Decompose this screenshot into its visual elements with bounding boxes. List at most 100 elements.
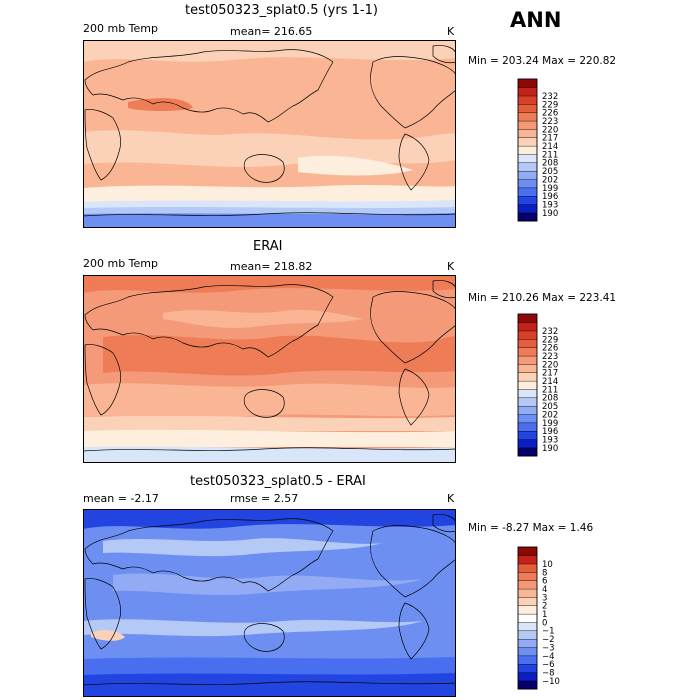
colorbar-swatch: [517, 347, 538, 357]
panel-3-coast-south-america: [398, 602, 430, 660]
colorbar-swatch: [517, 170, 538, 180]
panel-3-mean: mean = -2.17: [83, 492, 159, 505]
panel-1-pacific-cool: [298, 155, 413, 176]
colorbar-swatch: [517, 430, 538, 440]
panel-3-map: [83, 509, 456, 697]
panel-2-colorbar: 1901931961992022052082112142172202232262…: [517, 313, 558, 457]
panel-2-coast-greenland: [432, 280, 456, 299]
colorbar-swatch: [517, 555, 538, 565]
colorbar-tick-label: −8: [542, 668, 555, 678]
colorbar-tick-label: 6: [542, 577, 547, 587]
colorbar-frame: [517, 546, 538, 690]
colorbar-swatch: [517, 397, 538, 407]
panel-3-rmse: rmse = 2.57: [230, 492, 299, 505]
panel-3-colorbar-swatches: [517, 546, 538, 690]
colorbar-swatch: [517, 546, 538, 556]
colorbar-swatch: [517, 380, 538, 390]
panel-3-units: K: [447, 492, 455, 505]
colorbar-swatch: [517, 680, 538, 690]
colorbar-tick-label: 8: [542, 568, 547, 578]
colorbar-swatch: [517, 103, 538, 113]
colorbar-tick-label: −1: [542, 627, 555, 637]
colorbar-tick-label: 1: [542, 610, 547, 620]
panel-1-coast-antarctica: [83, 212, 456, 217]
colorbar-swatch: [517, 663, 538, 673]
panel-1-southern-pale: [83, 185, 456, 202]
panel-1-coast-africa: [84, 109, 121, 181]
colorbar-tick-label: 223: [542, 117, 558, 127]
panel-3-coast-north-america: [370, 525, 456, 598]
panel-3-coast-eurasia: [84, 518, 334, 592]
panel-2-arctic-warm: [83, 275, 456, 293]
colorbar-tick-label: 196: [542, 427, 558, 437]
panel-2-minmax: Min = 210.26 Max = 223.41: [468, 292, 617, 304]
panel-2-south-pale: [83, 383, 456, 419]
colorbar-swatch: [517, 87, 538, 97]
colorbar-swatch: [517, 162, 538, 172]
colorbar-tick-label: −10: [542, 677, 560, 687]
panel-3-arctic-cold: [83, 509, 456, 529]
colorbar-swatch: [517, 128, 538, 138]
colorbar-tick-label: 214: [542, 377, 558, 387]
colorbar-swatch: [517, 372, 538, 382]
colorbar-swatch: [517, 153, 538, 164]
panel-2-coast-eurasia: [84, 284, 334, 358]
colorbar-frame: [517, 78, 538, 222]
panel-3-south-atlantic-warm: [91, 630, 125, 641]
colorbar-tick-label: −2: [542, 635, 555, 645]
panel-2-units: K: [447, 260, 455, 273]
colorbar-tick-label: 217: [542, 134, 558, 144]
panel-2-southern-band-3: [83, 446, 456, 463]
colorbar-swatch: [517, 571, 538, 581]
colorbar-tick-label: 214: [542, 142, 558, 152]
panel-3-coast-australia: [243, 623, 285, 652]
colorbar-tick-label: 205: [542, 167, 558, 177]
colorbar-tick-label: 226: [542, 344, 558, 354]
colorbar-tick-label: 2: [542, 602, 547, 612]
colorbar-tick-label: 190: [542, 209, 558, 219]
panel-1-minmax: Min = 203.24 Max = 220.82: [468, 55, 617, 67]
colorbar-tick-label: 193: [542, 200, 558, 210]
colorbar-swatch: [517, 655, 538, 665]
panel-2-southern-band-1: [83, 415, 456, 431]
panel-3-tropical-pale: [113, 573, 423, 595]
colorbar-swatch: [517, 179, 538, 189]
panel-1-coast-north-america: [370, 56, 456, 129]
panel-1-southern-band-2: [83, 207, 456, 214]
panel-3-coast-antarctica: [83, 681, 456, 686]
colorbar-tick-label: 229: [542, 100, 558, 110]
colorbar-tick-label: 199: [542, 419, 558, 429]
panel-3-title: test050323_splat0.5 - ERAI: [190, 474, 366, 489]
colorbar-swatch: [517, 672, 538, 682]
panel-1-title: test050323_splat0.5 (yrs 1-1): [185, 3, 378, 18]
colorbar-tick-label: 211: [542, 385, 558, 395]
panel-1-coast-greenland: [432, 45, 456, 64]
colorbar-tick-label: −4: [542, 652, 555, 662]
panel-3-coastlines: [83, 514, 456, 686]
colorbar-tick-label: 202: [542, 410, 558, 420]
colorbar-swatch: [517, 137, 538, 147]
colorbar-swatch: [517, 112, 538, 122]
colorbar-swatch: [517, 447, 538, 457]
panel-1-tropical-pale: [83, 130, 456, 168]
colorbar-tick-label: 202: [542, 175, 558, 185]
colorbar-swatch: [517, 195, 538, 205]
colorbar-swatch: [517, 388, 538, 399]
colorbar-swatch: [517, 638, 538, 648]
colorbar-swatch: [517, 330, 538, 340]
colorbar-tick-label: 205: [542, 402, 558, 412]
colorbar-swatch: [517, 322, 538, 332]
colorbar-tick-label: 208: [542, 159, 558, 169]
panel-2-tropical-warm: [103, 335, 456, 376]
panel-2-coast-africa: [84, 344, 121, 416]
panel-3-coast-greenland: [432, 514, 456, 533]
colorbar-tick-label: 0: [542, 618, 547, 628]
panel-2-field-label: 200 mb Temp: [83, 257, 159, 270]
panel-2-colorbar-swatches: [517, 313, 538, 457]
panel-2-coast-north-america: [370, 291, 456, 364]
colorbar-tick-label: 3: [542, 593, 547, 603]
colorbar-swatch: [517, 630, 538, 640]
colorbar-swatch: [517, 120, 538, 130]
colorbar-swatch: [517, 95, 538, 105]
colorbar-swatch: [517, 613, 538, 623]
